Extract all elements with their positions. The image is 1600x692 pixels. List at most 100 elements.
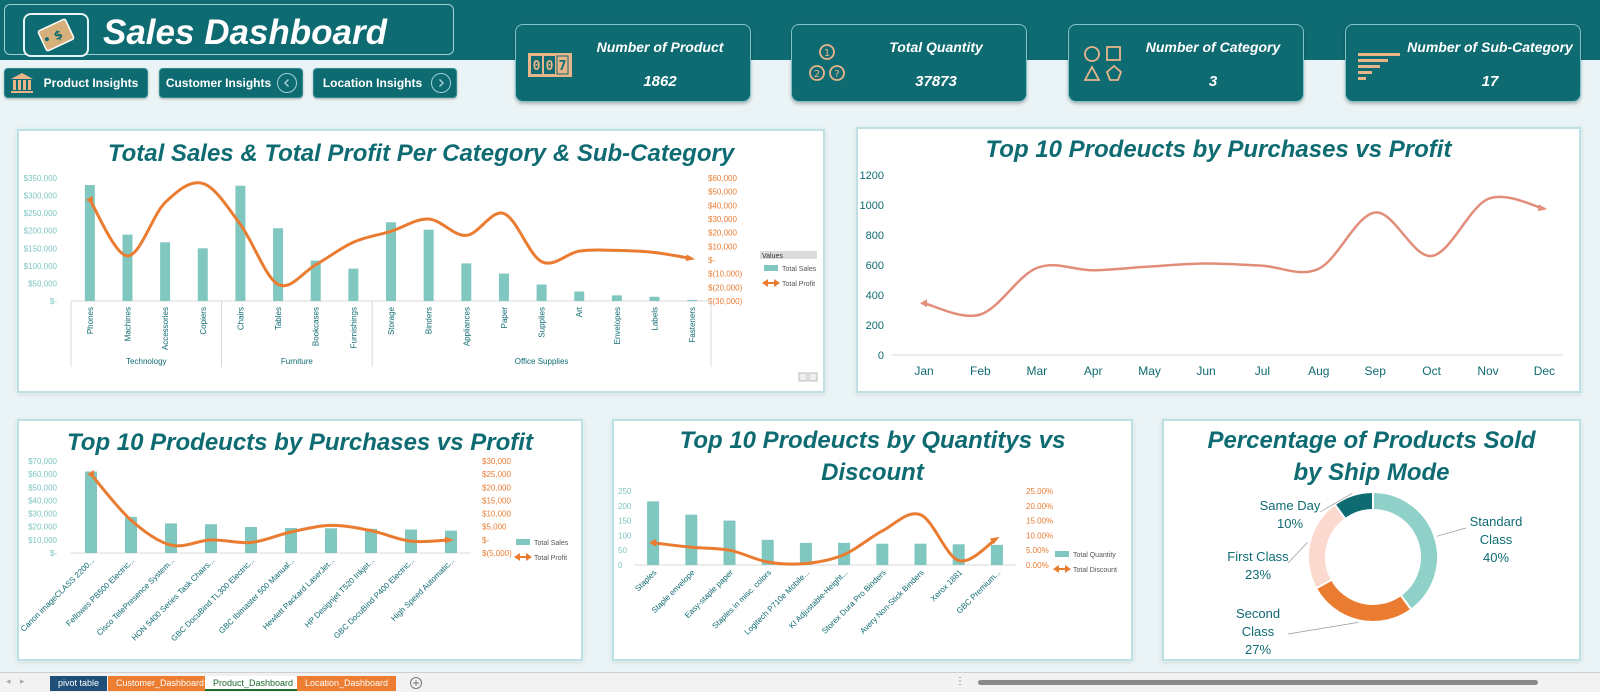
y-tick-label-left: 200: [618, 502, 632, 511]
x-tick-label: Envelopes: [613, 307, 622, 344]
x-tick-label: Fasteners: [688, 307, 697, 343]
legend-swatch-bar: [764, 265, 778, 271]
bar-total-quantity: [914, 543, 927, 565]
bar-total-sales: [125, 516, 137, 553]
nav-location-insights-button[interactable]: Location Insights: [313, 68, 457, 98]
y-tick-label-right: $20,000: [708, 229, 737, 238]
x-tick-label: Labels: [651, 307, 660, 331]
y-tick-label-right: $(10,000): [708, 270, 743, 279]
y-tick-label-left: $200,000: [24, 227, 58, 236]
legend-swatch-bar: [516, 539, 530, 545]
scroll-left-icon[interactable]: ◂: [6, 676, 11, 686]
panel-sales-profit: Total Sales & Total Profit Per Category …: [17, 129, 825, 393]
x-tick-label: Storage: [387, 306, 396, 335]
bar-total-sales: [423, 229, 434, 301]
legend-label: Total Quantity: [1073, 552, 1116, 559]
x-tick-label: Accessories: [161, 307, 170, 350]
kpi-label: Total Quantity: [889, 39, 983, 55]
donut-data-label: 27%: [1245, 642, 1271, 657]
svg-text:?: ?: [834, 69, 839, 80]
x-tick-label: GBC DocuBind P400 Electric...: [332, 556, 416, 640]
x-tick-label: Jul: [1255, 364, 1270, 378]
sales-profit-chart: $350,000 $300,000 $250,000 $200,000 $150,000…: [24, 174, 818, 382]
y-tick-label-right: $15,000: [482, 496, 511, 505]
collapse-icon: [808, 372, 818, 382]
x-tick-label: HON 5400 Series Task Chairs...: [130, 556, 216, 642]
y-tick-label: 1000: [860, 200, 884, 212]
y-tick-label-left: $50,000: [28, 279, 57, 288]
bar-total-sales: [245, 526, 257, 553]
line-total-discount: [652, 512, 998, 566]
nav-label: Product Insights: [43, 76, 139, 90]
y-tick-label-left: $10,000: [28, 536, 57, 545]
logo: $: [23, 13, 89, 57]
line-series: [923, 195, 1545, 318]
bar-total-sales: [273, 228, 284, 301]
y-tick-label-right: $(20,000): [708, 283, 743, 292]
nav-product-insights-button[interactable]: Product Insights: [4, 68, 148, 98]
kpi-label: Number of Product: [596, 39, 724, 55]
bar-total-quantity: [685, 514, 698, 565]
y-tick-label-right: $(30,000): [708, 297, 743, 306]
x-tick-label: Aug: [1308, 364, 1329, 378]
x-tick-label: May: [1138, 364, 1161, 378]
svg-text:1: 1: [824, 48, 830, 59]
chevron-right-icon: [431, 73, 451, 93]
x-tick-label: Tables: [274, 307, 283, 330]
y-tick-label-left: $50,000: [28, 483, 57, 492]
donut-data-label: 40%: [1483, 550, 1509, 565]
line-start-arrow: [85, 195, 93, 204]
x-tick-label: Sep: [1365, 364, 1387, 378]
y-tick-label: 200: [866, 320, 884, 332]
x-tick-label: Cisco TelePresence System...: [95, 556, 176, 637]
bar-total-sales: [165, 523, 177, 553]
kpi-value: 17: [1481, 73, 1499, 90]
x-tick-label: Logitech P710e Mobile...: [743, 568, 812, 637]
kpi-card-quantity: 1 2 ? Total Quantity 37873: [791, 24, 1027, 102]
label-leader-line: [1287, 622, 1359, 635]
category-group-label: Furniture: [281, 357, 314, 366]
bar-total-sales: [365, 528, 377, 553]
nav-customer-insights-button[interactable]: Customer Insights: [159, 68, 303, 98]
chart-title: Total Sales & Total Profit Per Category …: [107, 140, 735, 167]
chart-title-line1: Percentage of Products Sold: [1207, 427, 1536, 454]
line-end-arrow: [444, 536, 454, 544]
bars-icon: [1358, 53, 1400, 80]
x-tick-label: Supplies: [538, 307, 547, 338]
donut-data-label: Class: [1242, 624, 1275, 639]
legend-label: Total Sales: [782, 266, 817, 273]
sheet-tab-location-dashboard[interactable]: Location_Dashboard: [297, 676, 397, 691]
x-tick-label: Canon imageCLASS 2200...: [19, 556, 96, 633]
chart-title: Top 10 Prodeucts by Purchases vs Profit: [985, 136, 1452, 163]
x-tick-label: Hewlett Packard LaserJet...: [261, 556, 337, 632]
y-tick-label: 0: [878, 350, 884, 362]
y-tick-label-right: 20.00%: [1026, 502, 1053, 511]
bar-total-sales: [197, 248, 208, 301]
legend-arrow: [1053, 565, 1059, 573]
bar-total-sales: [687, 299, 698, 301]
horizontal-scrollbar[interactable]: [968, 677, 1590, 687]
scroll-right-icon[interactable]: ▸: [20, 676, 25, 686]
x-tick-label: Dec: [1534, 364, 1555, 378]
y-tick-label: 1200: [860, 170, 884, 182]
svg-text:2: 2: [814, 69, 820, 80]
sheet-tab-customer-dashboard[interactable]: Customer_Dashboard: [108, 676, 213, 691]
scrollbar-thumb[interactable]: [978, 680, 1538, 685]
donut-slice: [1333, 490, 1374, 521]
bar-total-sales: [285, 528, 297, 553]
y-tick-label-right: 5.00%: [1026, 546, 1049, 555]
x-tick-label: Xerox 1881: [929, 568, 965, 604]
add-sheet-icon[interactable]: [409, 676, 423, 690]
legend-arrow: [514, 553, 520, 561]
bar-total-quantity: [799, 542, 812, 565]
more-options-icon[interactable]: ⋮: [955, 676, 965, 687]
bar-total-sales: [611, 295, 622, 301]
y-tick-label-right: 15.00%: [1026, 517, 1053, 526]
sheet-tab-product-dashboard[interactable]: Product_Dashboard: [205, 676, 302, 691]
bar-total-sales: [310, 260, 321, 301]
nav-label: Location Insights: [322, 76, 423, 90]
bar-total-sales: [122, 234, 133, 301]
sheet-tab-pivot-table[interactable]: pivot table: [50, 676, 108, 691]
y-tick-label-right: $20,000: [482, 483, 511, 492]
legend-swatch-bar: [1055, 551, 1069, 557]
